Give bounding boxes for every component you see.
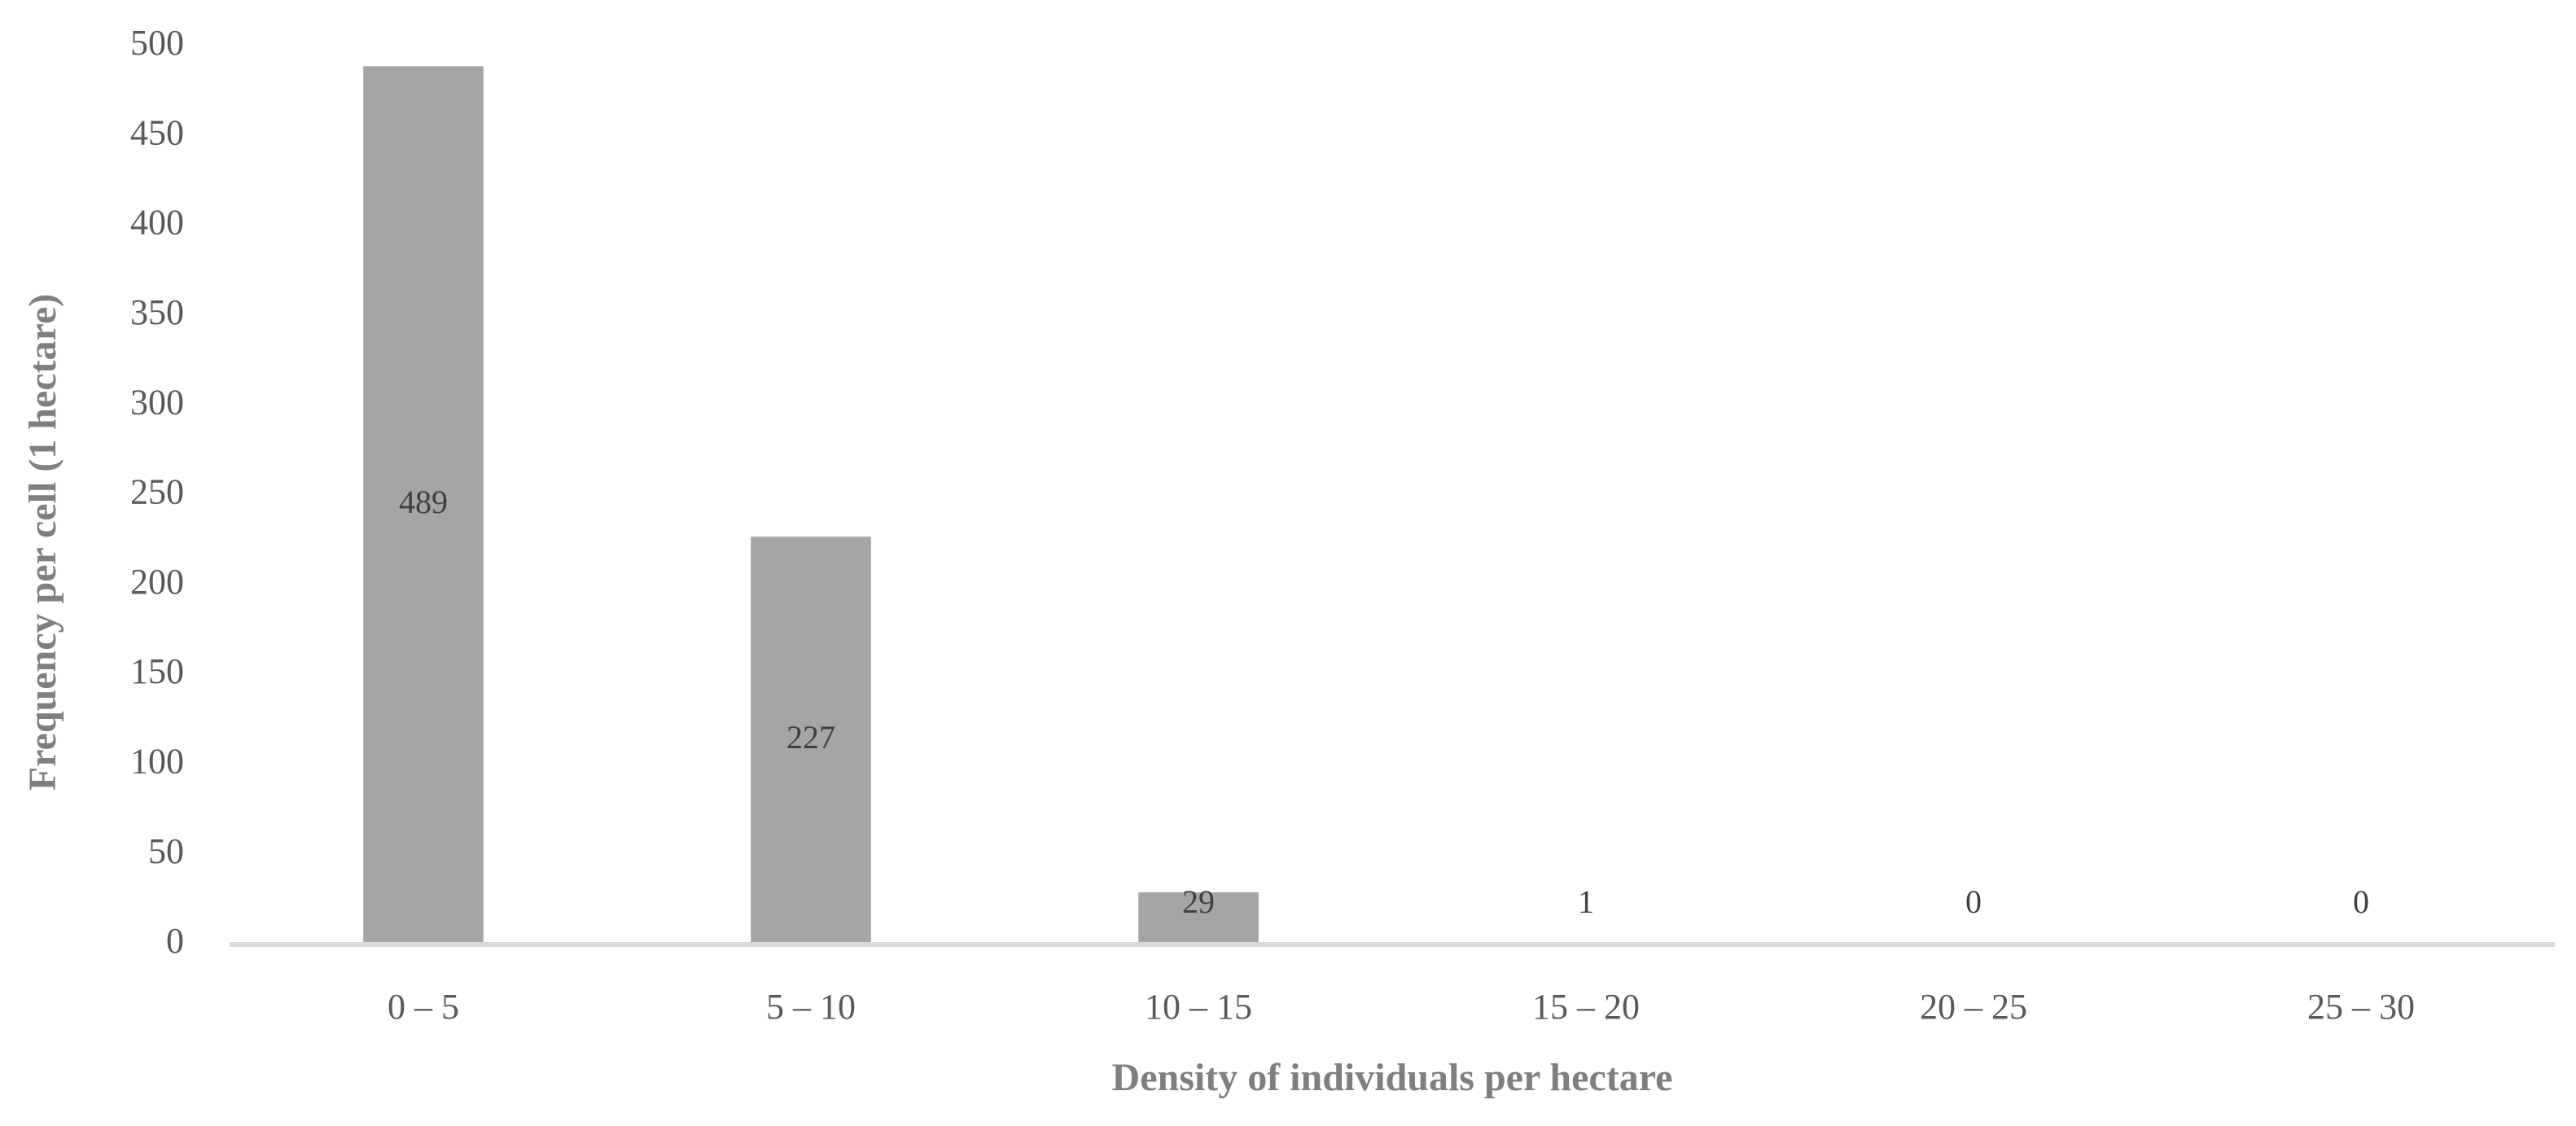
x-axis-title: Density of individuals per hectare [1112, 1056, 1673, 1099]
y-tick-label: 200 [130, 562, 184, 602]
x-tick-label: 25 – 30 [2307, 987, 2415, 1027]
y-tick-label: 350 [130, 292, 184, 332]
data-label: 0 [1965, 883, 1982, 920]
bar [1138, 892, 1259, 944]
x-tick-label: 15 – 20 [1532, 987, 1640, 1027]
y-tick-label: 300 [130, 382, 184, 422]
y-tick-label: 150 [130, 651, 184, 691]
y-tick-label: 250 [130, 472, 184, 512]
x-tick-label: 5 – 10 [766, 987, 856, 1027]
y-tick-label: 450 [130, 112, 184, 152]
y-tick-label: 100 [130, 741, 184, 781]
data-label: 29 [1182, 883, 1215, 920]
y-tick-label: 0 [166, 921, 184, 961]
data-label: 1 [1578, 883, 1594, 920]
data-label: 489 [399, 484, 448, 520]
data-label: 227 [786, 719, 835, 756]
data-label: 0 [2353, 883, 2369, 920]
y-tick-label: 50 [148, 831, 184, 871]
x-tick-label: 10 – 15 [1145, 987, 1252, 1027]
bar [363, 66, 484, 945]
y-tick-label: 400 [130, 203, 184, 243]
x-tick-label: 0 – 5 [388, 987, 459, 1027]
y-axis-title: Frequency per cell (1 hectare) [21, 294, 64, 791]
y-tick-label: 500 [130, 23, 184, 63]
bar [751, 537, 871, 944]
x-tick-label: 20 – 25 [1920, 987, 2027, 1027]
